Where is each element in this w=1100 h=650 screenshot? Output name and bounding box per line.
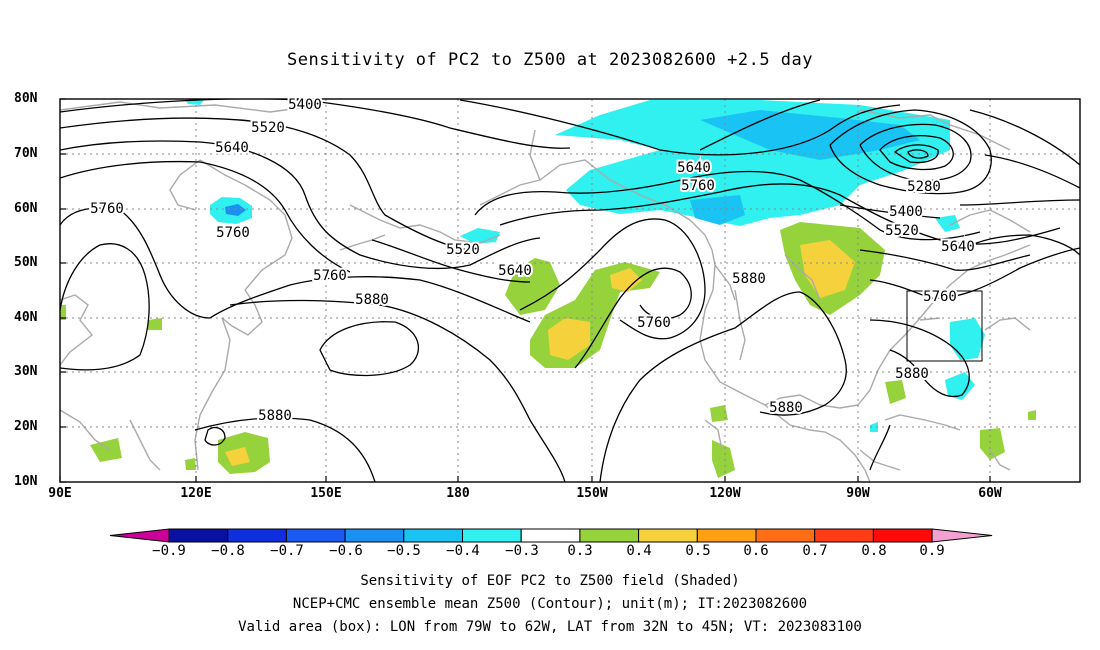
coastlines [60, 101, 1031, 482]
lon-label: 90E [48, 486, 72, 501]
grid-lines [60, 99, 1080, 482]
sensitivity-shading [60, 99, 1036, 478]
colorbar-label: −0.9 [152, 543, 186, 559]
caption-contour: NCEP+CMC ensemble mean Z500 (Contour); u… [292, 596, 808, 612]
colorbar [109, 528, 993, 543]
map-title: Sensitivity of PC2 to Z500 at 2023082600… [286, 50, 813, 70]
colorbar-label: 0.9 [919, 543, 945, 559]
caption-shading: Sensitivity of EOF PC2 to Z500 field (Sh… [360, 573, 740, 589]
contour-label: 5760 [216, 225, 250, 241]
colorbar-swatch [579, 528, 640, 543]
colorbar-label: −0.7 [270, 543, 304, 559]
axis-ticks [59, 98, 991, 483]
contour-label: 5760 [90, 201, 124, 217]
lat-label: 50N [14, 255, 38, 270]
lon-label: 90W [846, 486, 870, 501]
lon-label: 120W [709, 486, 741, 501]
contour-label: 5520 [446, 242, 480, 258]
contour-label: 5640 [677, 160, 711, 176]
colorbar-arrow-high [931, 528, 993, 543]
contour-label: 5400 [889, 204, 923, 220]
colorbar-swatch [344, 528, 405, 543]
lat-label: 10N [14, 474, 38, 489]
contour-label: 5520 [251, 120, 285, 136]
lon-label: 150E [310, 486, 342, 501]
contour-label: 5640 [498, 263, 532, 279]
colorbar-swatch [755, 528, 816, 543]
lon-label: 120E [180, 486, 212, 501]
colorbar-label: −0.8 [211, 543, 245, 559]
colorbar-swatch [814, 528, 874, 543]
contour-label: 5760 [923, 289, 957, 305]
lon-label: 60W [978, 486, 1002, 501]
colorbar-swatch [872, 528, 933, 543]
contour-label: 5880 [355, 292, 389, 308]
colorbar-swatch [696, 528, 757, 543]
colorbar-label: 0.3 [567, 543, 593, 559]
lat-label: 30N [14, 364, 38, 379]
lat-label: 20N [14, 419, 38, 434]
colorbar-swatch [227, 528, 287, 543]
contour-label: 5880 [258, 408, 292, 424]
lat-label: 70N [14, 146, 38, 161]
contour-label: 5760 [681, 178, 715, 194]
contour-label: 5400 [288, 97, 322, 113]
colorbar-label: −0.4 [446, 543, 480, 559]
lat-label: 80N [14, 91, 38, 106]
lon-label: 150W [576, 486, 608, 501]
colorbar-label: −0.6 [329, 543, 363, 559]
colorbar-label: 0.4 [626, 543, 652, 559]
z500-contours [60, 99, 1080, 482]
colorbar-swatch [403, 528, 463, 543]
colorbar-label: 0.7 [802, 543, 828, 559]
colorbar-swatch [520, 528, 581, 543]
contour-label: 5880 [895, 366, 929, 382]
colorbar-swatch [462, 528, 522, 543]
colorbar-label: 0.6 [743, 543, 769, 559]
colorbar-arrow-low [109, 528, 170, 543]
contour-label: 5760 [637, 315, 671, 331]
colorbar-swatch [285, 528, 346, 543]
lat-label: 40N [14, 310, 38, 325]
contour-label: 5760 [313, 268, 347, 284]
caption-valid-area: Valid area (box): LON from 79W to 62W, L… [238, 619, 862, 635]
contour-label: 5640 [215, 140, 249, 156]
valid-area-box [906, 290, 983, 362]
contour-label: 5880 [732, 271, 766, 287]
colorbar-swatch [168, 528, 229, 543]
contour-label: 5520 [885, 223, 919, 239]
contour-label: 5880 [769, 400, 803, 416]
contour-label: 5640 [941, 239, 975, 255]
lat-label: 60N [14, 201, 38, 216]
contour-labels: 5400 5520 5640 5760 5760 5520 5640 5760 … [88, 95, 977, 426]
plot-frame [59, 98, 1081, 483]
contour-label: 5280 [907, 179, 941, 195]
colorbar-label: −0.3 [505, 543, 539, 559]
colorbar-swatch [638, 528, 698, 543]
colorbar-label: −0.5 [387, 543, 421, 559]
colorbar-label: 0.5 [685, 543, 711, 559]
lon-label: 180 [446, 486, 470, 501]
colorbar-label: 0.8 [861, 543, 887, 559]
